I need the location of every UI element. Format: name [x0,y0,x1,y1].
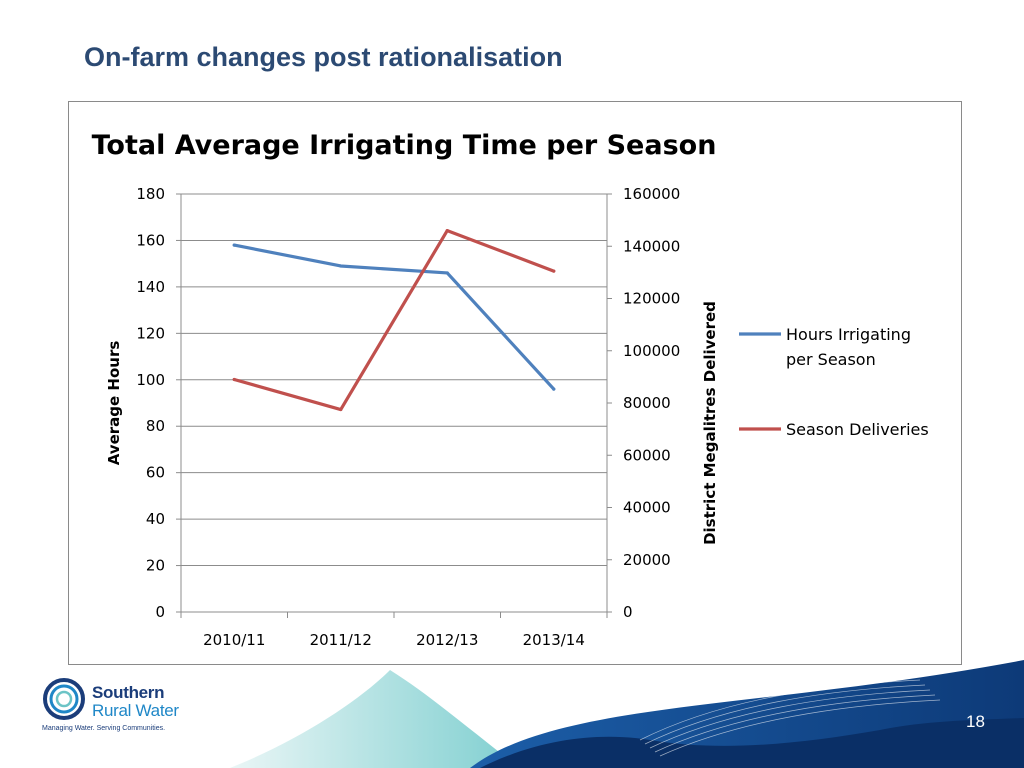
chart-title: Total Average Irrigating Time per Season [92,130,717,161]
series-line-hours [232,243,556,391]
water-ripple-icon [43,678,85,720]
x-tick-label: 2011/12 [310,631,372,649]
y-left-tick-label: 60 [146,464,165,482]
y-left-tick-label: 80 [146,417,165,435]
data-point-deliveries [232,377,236,382]
legend-label: Season Deliveries [786,420,929,439]
chart-frame: Total Average Irrigating Time per Season… [68,101,962,665]
x-tick-label: 2010/11 [203,631,265,649]
y-left-tick-label: 140 [136,278,165,296]
legend-label: per Season [786,350,876,369]
data-point-hours [232,243,236,247]
data-point-deliveries [445,228,449,233]
y-right-tick-label: 120000 [623,290,680,308]
data-point-hours [445,271,449,275]
y-left-tick-label: 20 [146,557,165,575]
chart: Total Average Irrigating Time per Season… [92,130,929,649]
y-left-tick-label: 120 [136,324,165,342]
data-point-hours [552,387,556,391]
legend-label: Hours Irrigating [786,325,911,344]
southern-rural-water-logo: Southern Rural Water Managing Water. Ser… [42,677,212,737]
logo-tagline: Managing Water. Serving Communities. [42,725,166,732]
y-right-tick-label: 100000 [623,342,680,360]
y-left-tick-label: 40 [146,510,165,528]
y-right-tick-label: 80000 [623,394,671,412]
footer-wave-graphic [230,660,1024,768]
y-left-axis-title: Average Hours [105,341,123,466]
logo-name-line1: Southern [92,683,165,702]
series-line-deliveries [232,228,556,412]
slide-title: On-farm changes post rationalisation [84,42,563,72]
y-right-tick-label: 160000 [623,185,680,203]
y-left-tick-label: 100 [136,371,165,389]
y-right-axis-title: District Megalitres Delivered [701,301,719,545]
data-point-deliveries [552,269,556,273]
x-tick-label: 2012/13 [416,631,478,649]
y-right-tick-label: 0 [623,603,633,621]
logo-name-line2: Rural Water [92,701,179,720]
x-tick-label: 2013/14 [523,631,585,649]
y-left-tick-label: 160 [136,231,165,249]
data-point-deliveries [339,407,343,412]
page-number: 18 [966,712,985,731]
data-point-hours [339,264,343,268]
y-left-tick-label: 0 [155,603,165,621]
y-right-tick-label: 60000 [623,446,671,464]
y-right-tick-label: 140000 [623,237,680,255]
y-right-tick-label: 20000 [623,551,671,569]
y-left-tick-label: 180 [136,185,165,203]
y-right-tick-label: 40000 [623,499,671,517]
